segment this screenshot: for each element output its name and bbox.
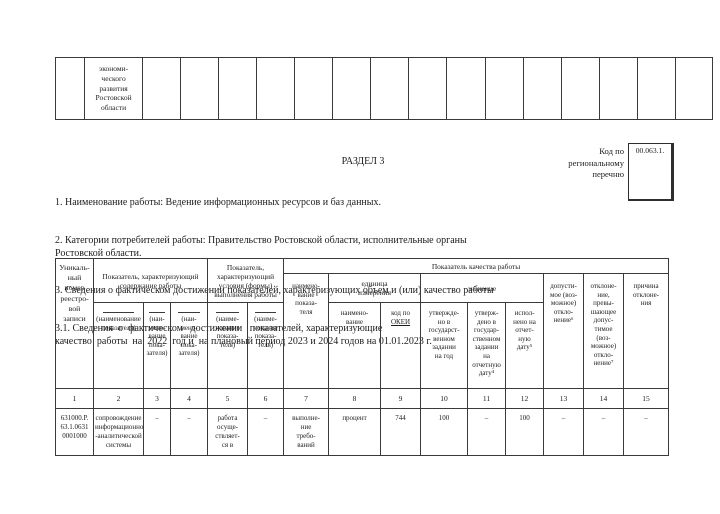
header-name-placeholder: (наименование показателя)	[93, 302, 144, 389]
cell-deviation-reason: –	[623, 408, 670, 456]
top-table-cell	[522, 57, 562, 120]
header-deviation-reason: причина отклоне- ния	[623, 273, 670, 389]
code-value: 00.063.1.	[635, 146, 665, 155]
blank-line	[103, 312, 134, 313]
column-number-cell: 10	[420, 388, 469, 409]
cell-work-content: сопровождение информационно -аналитическ…	[93, 408, 144, 456]
data-cell: –	[247, 408, 285, 456]
column-number-cell: 3	[143, 388, 171, 409]
cell-exceeding-deviation: –	[583, 408, 625, 456]
column-numbers-row: 1 2 3 4 5 6 7 8 9 10 11 12 13 14 15	[55, 388, 670, 409]
top-table-cell	[598, 57, 638, 120]
cell-approved-year: 100	[420, 408, 469, 456]
placeholder-label: (наи- мено- вание пока- зателя)	[178, 315, 200, 358]
header-approved-year: утвержде- но в государст- венном задании…	[420, 302, 469, 389]
group-quality-indicator: Показатель качества работы	[283, 258, 670, 274]
placeholder-label: (наименование показателя)	[96, 315, 141, 332]
column-number-cell: 2	[93, 388, 144, 409]
top-table-cell	[484, 57, 524, 120]
data-row: 631000.Р. 63.1.0631 0001000 сопровождени…	[55, 408, 670, 456]
top-table-cell	[54, 57, 86, 120]
header-unit-name: наимено- вание	[328, 302, 382, 389]
header-unique-number: Уникаль- ный номер реестро- вой записи	[55, 258, 94, 389]
cell-allowed-deviation: –	[543, 408, 585, 456]
cell-executed-date: 100	[505, 408, 545, 456]
paragraph-consumers: 2. Категории потребителей работы: Правит…	[55, 234, 467, 259]
table-row: экономи- ческого развития Ростовской обл…	[54, 57, 714, 120]
top-table-cell	[218, 57, 258, 120]
header-name-placeholder: (наи- мено- вание пока- зателя)	[143, 302, 171, 389]
okei-code-label: ОКЕИ	[390, 317, 411, 326]
section-title: РАЗДЕЛ 3	[341, 156, 385, 167]
blank-line	[254, 312, 277, 313]
okei-code-prefix: код по	[391, 309, 410, 317]
top-table-cell	[142, 57, 182, 120]
top-table-cell	[370, 57, 410, 120]
top-table-cell	[674, 57, 714, 120]
header-okei-code: код по ОКЕИ	[380, 302, 422, 389]
data-cell: –	[143, 408, 171, 456]
header-name-placeholder: (наиме- нование показа- теля)	[247, 302, 285, 389]
top-table-cell	[560, 57, 600, 120]
paragraph-work-name: 1. Наименование работы: Ведение информац…	[55, 197, 381, 209]
table-row: Уникаль- ный номер реестро- вой записи П…	[55, 258, 670, 389]
cell-okei-code: 744	[380, 408, 422, 456]
placeholder-label: (наиме- нование показа- теля)	[215, 315, 240, 349]
column-number-cell: 9	[380, 388, 422, 409]
code-label: Код по региональному перечню	[568, 146, 624, 179]
top-table-cell	[256, 57, 296, 120]
group-value: значение	[420, 273, 545, 303]
top-table-cell	[294, 57, 334, 120]
header-indicator-name: наимено- вание показа- теля	[283, 273, 330, 389]
column-number-cell: 6	[247, 388, 285, 409]
header-approved-report-date: утверж- дено в государ- ственном задании…	[467, 302, 507, 389]
cell-unit-name: процент	[328, 408, 382, 456]
blank-line	[178, 312, 200, 313]
cell-work-conditions: работа осуще- ствляет- ся в	[207, 408, 249, 456]
quality-indicators-table: Уникаль- ный номер реестро- вой записи П…	[55, 258, 670, 456]
column-number-cell: 8	[328, 388, 382, 409]
data-cell: –	[169, 408, 209, 456]
top-table-cell	[180, 57, 220, 120]
column-number-cell: 13	[543, 388, 585, 409]
header-allowed-deviation: допусти- мое (воз- можное) откло- нение⁶	[543, 273, 585, 389]
group-content-indicator: Показатель, характеризующий содержание р…	[92, 258, 209, 303]
cell-indicator-name: выполне- ние требо- ваний	[283, 408, 330, 456]
code-box: 00.063.1.	[628, 143, 674, 201]
column-number-cell: 15	[623, 388, 670, 409]
top-table-cell	[636, 57, 676, 120]
department-name-cell: экономи- ческого развития Ростовской обл…	[84, 57, 144, 120]
top-table-cell	[332, 57, 372, 120]
top-table-cell	[408, 57, 448, 120]
header-continuation-table: экономи- ческого развития Ростовской обл…	[54, 57, 714, 120]
column-number-cell: 4	[169, 388, 209, 409]
header-name-placeholder: (наиме- нование показа- теля)	[207, 302, 249, 389]
cell-approved-date: –	[467, 408, 507, 456]
column-number-cell: 7	[283, 388, 330, 409]
group-unit-of-measure: единица измерения	[328, 273, 422, 303]
placeholder-label: (наи- мено- вание пока- зателя)	[146, 315, 168, 358]
table-row: (наименование показателя) (наи- мено- ва…	[56, 302, 669, 389]
top-table-cell	[446, 57, 486, 120]
header-name-placeholder: (наи- мено- вание пока- зателя)	[169, 302, 209, 389]
placeholder-label: (наиме- нование показа- теля)	[253, 315, 278, 349]
header-exceeding-deviation: отклоне- ние, превы- шающее допус- тимое…	[583, 273, 625, 389]
column-number-cell: 11	[467, 388, 507, 409]
column-number-cell: 5	[207, 388, 249, 409]
blank-line	[149, 312, 165, 313]
column-number-cell: 1	[55, 388, 94, 409]
header-executed-report-date: испол- нено на отчет- ную дату⁵	[505, 302, 545, 389]
column-number-cell: 12	[505, 388, 545, 409]
blank-line	[215, 312, 240, 313]
column-number-cell: 14	[583, 388, 625, 409]
cell-registry-number: 631000.Р. 63.1.0631 0001000	[55, 408, 94, 456]
group-conditions-indicator: Показатель, характеризующий условия (фор…	[207, 258, 285, 303]
